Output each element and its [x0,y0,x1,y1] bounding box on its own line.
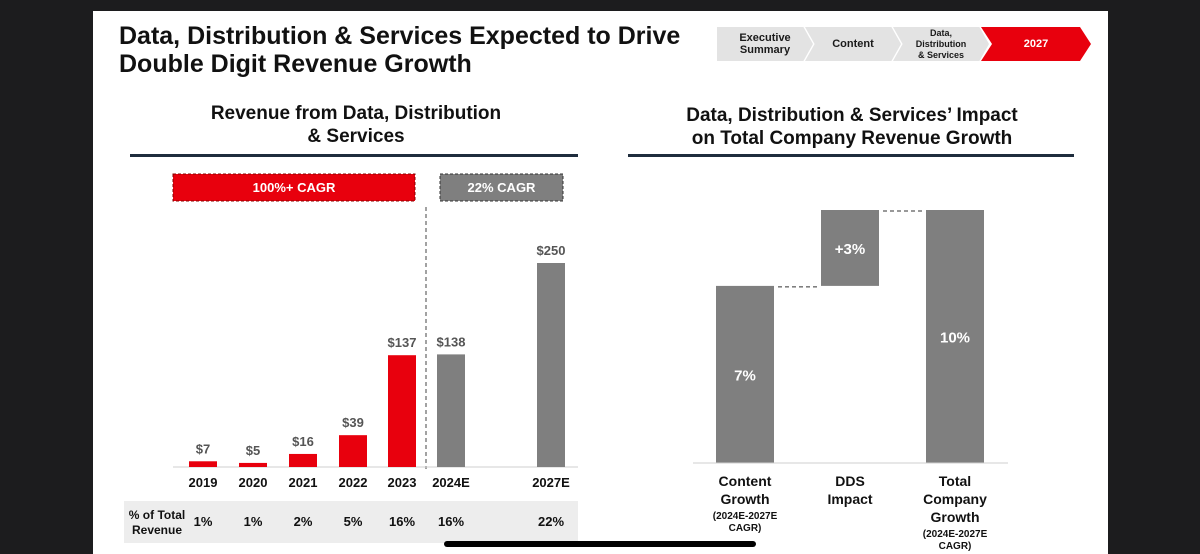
revenue-share-row [124,501,578,543]
category-sublabel: CAGR) [939,541,972,552]
right-chart-title-line-1: Data, Distribution & Services’ Impact [686,105,1018,126]
left-chart-title-line-2: & Services [307,126,405,147]
bar-2027E [537,263,565,467]
bar-2020 [239,462,267,467]
bar-value-label: $7 [196,441,210,456]
bar-value-label: $138 [437,334,466,349]
category-label: Impact [827,491,872,507]
bar-value-label: $137 [388,335,417,350]
x-tick-label: 2023 [388,475,417,490]
revenue-share-value: 1% [244,514,263,529]
bar-2023 [388,355,416,467]
category-label: Company [923,491,987,507]
category-sublabel: (2024E-2027E [923,529,988,540]
revenue-share-value: 22% [538,514,564,529]
cagr-box-1 [172,173,416,202]
waterfall-bar-1 [716,285,774,463]
slide-title-line-1: Data, Distribution & Services Expected t… [119,22,681,50]
revenue-share-value: 1% [194,514,213,529]
x-tick-label: 2020 [239,475,268,490]
bar-2024E [437,354,465,467]
x-tick-label: 2027E [532,475,570,490]
revenue-share-value: 2% [294,514,313,529]
bar-value-label: $250 [537,243,566,258]
category-label: Growth [721,491,770,507]
category-label: Content [719,473,772,489]
slide-title-line-2: Double Digit Revenue Growth [119,50,472,78]
revenue-share-value: 16% [438,514,464,529]
nav-executive-summary[interactable]: Executive Summary [717,27,813,61]
waterfall-value-label: 7% [734,367,756,384]
revenue-share-value: 16% [389,514,415,529]
revenue-share-value: 5% [344,514,363,529]
right-chart-title-line-2: on Total Company Revenue Growth [691,128,1013,149]
nav-data-distribution-services[interactable]: Data, Distribution & Services [893,27,989,61]
revenue-share-label-line-1: % of Total [129,508,185,522]
category-label: Growth [931,509,980,525]
category-label: DDS [835,473,865,489]
impact-waterfall-chart: 7%+3%10%ContentGrowth(2024E-2027ECAGR)DD… [693,210,1008,552]
left-chart-title-line-1: Revenue from Data, Distribution [210,103,502,124]
bar-2019 [189,461,217,467]
x-tick-label: 2022 [339,475,368,490]
cagr-box-2 [439,173,564,202]
revenue-share-label-line-2: Revenue [132,523,182,537]
right-chart-title: Data, Distribution & Services’ Impact on… [628,104,1076,150]
bar-value-label: $16 [292,434,314,449]
bar-value-label: $5 [246,443,260,458]
nav-2027[interactable]: 2027 [981,27,1091,61]
revenue-bar-chart: 100%+ CAGR 22% CAGR $7 2019 $5 2020 $16 2021 $39… [124,173,578,543]
category-label: Total [939,473,971,489]
cagr-label-1: 100%+ CAGR [253,180,336,195]
slide-title: Data, Distribution & Services Expected t… [119,22,680,78]
bar-value-label: $39 [342,415,364,430]
left-title-rule [130,154,578,157]
waterfall-bar-3 [926,210,984,463]
cagr-label-2: 22% CAGR [468,180,537,195]
x-tick-label: 2021 [289,475,318,490]
bar-2022 [339,435,367,467]
bar-2021 [289,453,317,467]
slide: Data, Distribution & Services Expected t… [93,11,1108,554]
x-tick-label: 2019 [189,475,218,490]
waterfall-bar-2 [821,210,879,286]
waterfall-value-label: +3% [835,241,865,258]
category-sublabel: (2024E-2027E [713,511,778,522]
section-breadcrumb: Executive Summary Content Data, Distribu… [717,27,1093,61]
home-indicator[interactable] [444,541,756,547]
waterfall-value-label: 10% [940,330,970,347]
nav-content[interactable]: Content [805,27,901,61]
left-chart-title: Revenue from Data, Distribution & Servic… [131,102,581,148]
category-sublabel: CAGR) [729,523,762,534]
right-title-rule [628,154,1074,157]
x-tick-label: 2024E [432,475,470,490]
